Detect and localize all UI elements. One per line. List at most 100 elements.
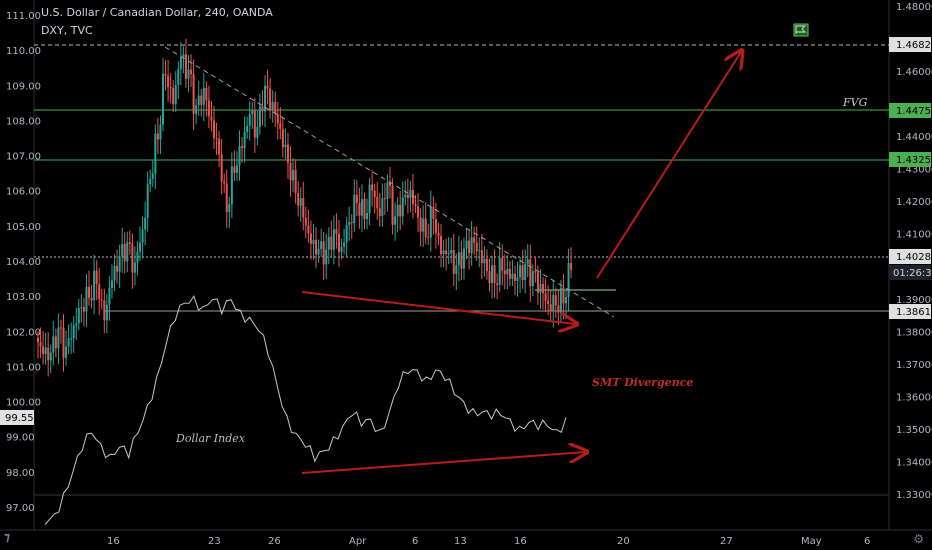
svg-text:99.55: 99.55 bbox=[5, 413, 34, 424]
candle-body bbox=[526, 259, 529, 264]
candle-body bbox=[42, 346, 45, 355]
candle-body bbox=[113, 265, 116, 281]
candle-body bbox=[192, 74, 195, 114]
candle-body bbox=[164, 73, 167, 76]
price-tag-144750: 1.44750 bbox=[889, 103, 932, 118]
smt-divergence-label: SMT Divergence bbox=[592, 376, 693, 389]
candle-body bbox=[480, 250, 483, 264]
candle-body bbox=[457, 252, 460, 266]
price-tag-146822: 1.46822 bbox=[889, 37, 932, 52]
left-tick-label: 97.00 bbox=[6, 503, 35, 514]
candle-body bbox=[475, 242, 478, 252]
tradingview-logo-icon[interactable]: ⁊ bbox=[4, 530, 11, 544]
candle-body bbox=[65, 346, 68, 358]
candle-body bbox=[432, 206, 435, 219]
candle-body bbox=[559, 287, 562, 313]
candle-body bbox=[85, 286, 88, 312]
candle-body bbox=[39, 342, 42, 347]
candle-body bbox=[307, 225, 310, 234]
candle-body bbox=[462, 248, 465, 269]
candle-body bbox=[478, 250, 481, 252]
candle-body bbox=[116, 265, 119, 272]
x-tick-label: 27 bbox=[720, 536, 733, 547]
candle-body bbox=[225, 183, 228, 212]
candle-body bbox=[264, 85, 267, 112]
candle-body bbox=[57, 327, 60, 349]
candle-body bbox=[450, 250, 453, 254]
left-tick-label: 103.00 bbox=[6, 292, 41, 303]
candle-body bbox=[77, 308, 80, 324]
candle-body bbox=[151, 173, 154, 179]
usdcad-candles bbox=[37, 38, 573, 377]
right-tick-label: 1.39000 bbox=[896, 295, 932, 306]
candle-body bbox=[289, 162, 292, 181]
candle-body bbox=[167, 75, 170, 88]
candle-body bbox=[49, 352, 52, 361]
candle-body bbox=[353, 194, 356, 224]
candle-body bbox=[139, 242, 142, 252]
candle-body bbox=[284, 144, 287, 148]
candle-body bbox=[521, 265, 524, 281]
candle-body bbox=[503, 270, 506, 275]
candle-body bbox=[404, 194, 407, 198]
right-tick-label: 1.35000 bbox=[896, 425, 932, 436]
candle-body bbox=[501, 257, 504, 271]
candle-body bbox=[246, 125, 249, 133]
candle-body bbox=[491, 265, 494, 284]
candle-body bbox=[59, 327, 62, 329]
candle-body bbox=[131, 244, 134, 273]
right-tick-label: 1.33000 bbox=[896, 490, 932, 501]
candle-body bbox=[554, 295, 557, 306]
candle-body bbox=[427, 236, 430, 238]
candle-body bbox=[174, 84, 177, 105]
svg-text:1.44750: 1.44750 bbox=[896, 106, 932, 117]
candle-body bbox=[547, 300, 550, 305]
candle-body bbox=[269, 88, 272, 110]
candle-body bbox=[279, 123, 282, 130]
x-tick-label: 16 bbox=[107, 536, 120, 547]
candle-body bbox=[297, 192, 300, 206]
candle-body bbox=[332, 229, 335, 250]
candle-body bbox=[82, 307, 85, 312]
candle-body bbox=[460, 252, 463, 269]
candle-body bbox=[67, 338, 70, 347]
candle-body bbox=[411, 189, 414, 205]
candle-body bbox=[213, 120, 215, 139]
candle-body bbox=[256, 126, 259, 138]
candle-body bbox=[274, 102, 277, 114]
candle-body bbox=[44, 347, 47, 355]
candle-body bbox=[177, 69, 180, 85]
candle-body bbox=[70, 338, 73, 340]
left-tick-label: 109.00 bbox=[6, 81, 41, 92]
candle-body bbox=[159, 124, 162, 140]
candle-body bbox=[373, 190, 376, 197]
svg-text:1.38618: 1.38618 bbox=[896, 307, 932, 318]
candle-body bbox=[75, 323, 78, 326]
left-tick-label: 99.00 bbox=[6, 433, 35, 444]
candle-body bbox=[394, 216, 397, 225]
candle-body bbox=[455, 265, 458, 274]
candle-body bbox=[281, 129, 284, 148]
candle-body bbox=[128, 242, 131, 245]
candle-body bbox=[337, 233, 340, 252]
candle-body bbox=[215, 138, 218, 140]
candle-body bbox=[47, 347, 50, 361]
candle-body bbox=[348, 222, 351, 226]
candle-body bbox=[570, 262, 573, 270]
candle-body bbox=[98, 284, 101, 300]
left-tick-label: 107.00 bbox=[6, 152, 41, 163]
candle-body bbox=[90, 297, 93, 301]
svg-text:1.40282: 1.40282 bbox=[896, 252, 932, 263]
candle-body bbox=[335, 229, 338, 234]
candle-body bbox=[52, 336, 55, 353]
candle-body bbox=[182, 54, 185, 58]
x-tick-label: 16 bbox=[514, 536, 527, 547]
x-tick-label: 23 bbox=[208, 536, 221, 547]
candle-body bbox=[360, 199, 363, 216]
gear-icon[interactable]: ⚙ bbox=[913, 532, 924, 546]
candle-body bbox=[184, 54, 187, 79]
candle-body bbox=[154, 133, 157, 174]
candle-body bbox=[292, 169, 295, 181]
candle-body bbox=[207, 100, 210, 117]
